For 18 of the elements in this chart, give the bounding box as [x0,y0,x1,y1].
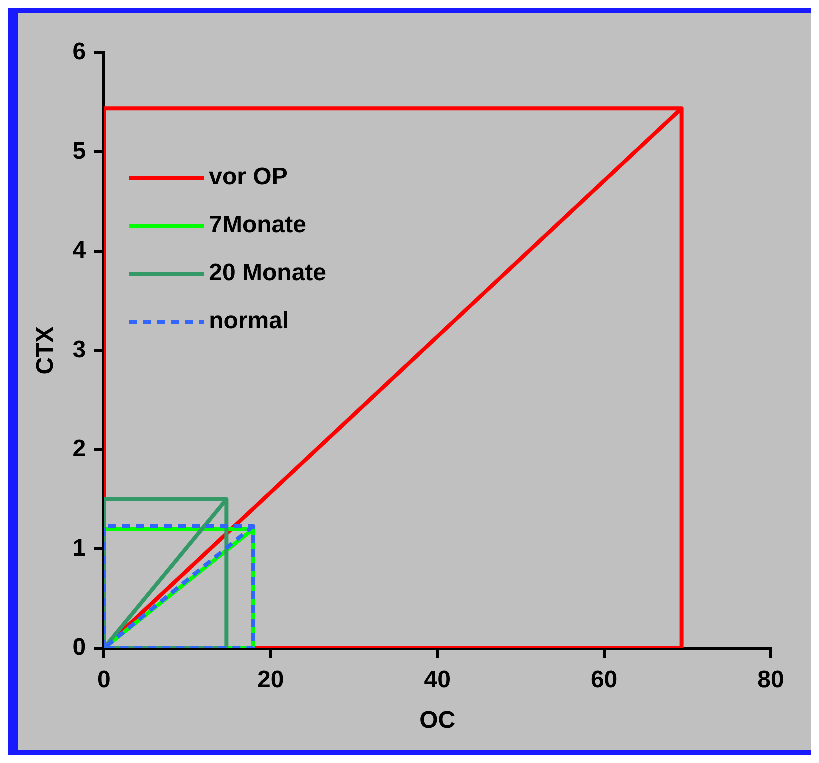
legend-label: normal [209,308,290,335]
y-tick-label: 2 [72,436,86,463]
x-tick-label: 80 [758,666,784,694]
x-tick-label: 40 [424,666,451,694]
y-tick-label: 0 [72,634,86,662]
legend-label: 7Monate [209,212,307,239]
legend-label: 20 Monate [209,260,327,287]
y-tick-label: 5 [72,138,86,165]
y-tick-label: 1 [72,534,86,562]
x-tick-label: 0 [97,666,111,694]
legend-label: vor OP [209,164,288,191]
y-axis-title: CTX [32,326,60,375]
x-axis-title: OC [420,707,456,734]
y-tick-label: 4 [72,237,87,264]
y-tick-label: 3 [72,336,86,364]
x-tick-label: 20 [258,666,284,694]
y-tick-label: 6 [72,38,86,66]
x-tick-label: 60 [590,666,618,694]
